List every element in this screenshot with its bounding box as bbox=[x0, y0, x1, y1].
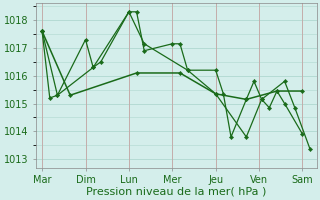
X-axis label: Pression niveau de la mer( hPa ): Pression niveau de la mer( hPa ) bbox=[86, 187, 266, 197]
